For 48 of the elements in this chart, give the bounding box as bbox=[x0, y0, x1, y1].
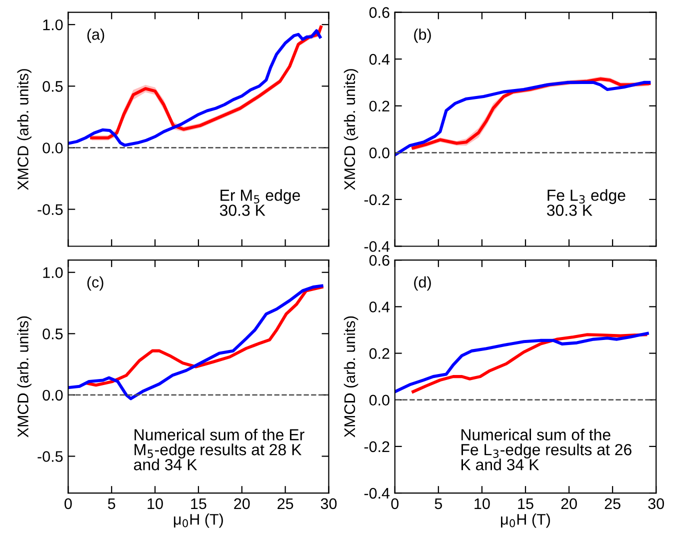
y-tick-label: 0.6 bbox=[369, 254, 390, 266]
x-tick-label: 30 bbox=[648, 498, 664, 510]
annotation: Er M$_{5}$ edge 30.3 K bbox=[220, 189, 300, 216]
y-tick-label: -0.4 bbox=[364, 488, 390, 499]
y-tick-label: 0.0 bbox=[369, 394, 390, 406]
x-tick-label: 15 bbox=[191, 498, 206, 510]
x-tick-label: 10 bbox=[474, 498, 490, 510]
annotation: Fe L$_{3}$ edge 30.3 K bbox=[546, 189, 626, 216]
y-tick-label: 0.5 bbox=[42, 328, 63, 340]
x-tick-label: 20 bbox=[561, 498, 577, 510]
y-axis-title: XMCD (arb. units) bbox=[344, 316, 358, 438]
y-tick-label: -0.5 bbox=[38, 451, 63, 462]
y-tick-label: 0.5 bbox=[42, 81, 63, 92]
y-axis-title: XMCD (arb. units) bbox=[17, 316, 32, 438]
x-tick-label: 0 bbox=[391, 498, 399, 510]
y-tick-label: -0.5 bbox=[38, 204, 63, 215]
annotation: Numerical sum of the Fe L$_{3}$-edge results at 26 K and 34 K bbox=[461, 428, 632, 470]
y-tick-label: -0.2 bbox=[364, 441, 390, 452]
annotation: (c) bbox=[87, 276, 104, 291]
x-axis-title: μ$_{0}$H (T) bbox=[174, 514, 223, 528]
y-axis-title: XMCD (arb. units) bbox=[17, 69, 32, 190]
y-axis-title: XMCD (arb. units) bbox=[344, 69, 358, 190]
x-tick-label: 5 bbox=[108, 498, 116, 510]
y-tick-label: 0.0 bbox=[42, 142, 63, 154]
x-tick-label: 30 bbox=[320, 498, 337, 510]
y-tick-label: -0.4 bbox=[364, 241, 390, 252]
x-tick-label: 0 bbox=[64, 498, 72, 510]
y-tick-label: 0.6 bbox=[369, 7, 390, 18]
annotation: Numerical sum of the Er M$_{5}$-edge results at 28 K and 34 K bbox=[134, 428, 304, 470]
y-tick-label: 0.0 bbox=[369, 148, 390, 158]
y-tick-label: 0.4 bbox=[369, 54, 390, 65]
x-tick-label: 5 bbox=[434, 498, 442, 510]
x-tick-label: 10 bbox=[148, 498, 163, 510]
annotation: (d) bbox=[414, 276, 431, 291]
y-tick-label: -0.2 bbox=[364, 194, 390, 206]
y-tick-label: 0.4 bbox=[369, 302, 390, 312]
y-tick-label: 0.2 bbox=[369, 100, 390, 112]
annotation: (a) bbox=[87, 28, 104, 43]
y-tick-label: 1.0 bbox=[43, 267, 63, 278]
y-tick-label: 1.0 bbox=[43, 19, 63, 30]
y-tick-label: 0.2 bbox=[369, 348, 390, 359]
x-tick-label: 25 bbox=[604, 498, 620, 510]
x-tick-label: 20 bbox=[234, 498, 250, 510]
x-tick-label: 25 bbox=[278, 498, 294, 510]
y-tick-label: 0.0 bbox=[42, 390, 63, 401]
annotation: (b) bbox=[414, 28, 431, 43]
x-axis-title: μ$_{0}$H (T) bbox=[501, 514, 550, 528]
x-tick-label: 15 bbox=[518, 498, 534, 510]
